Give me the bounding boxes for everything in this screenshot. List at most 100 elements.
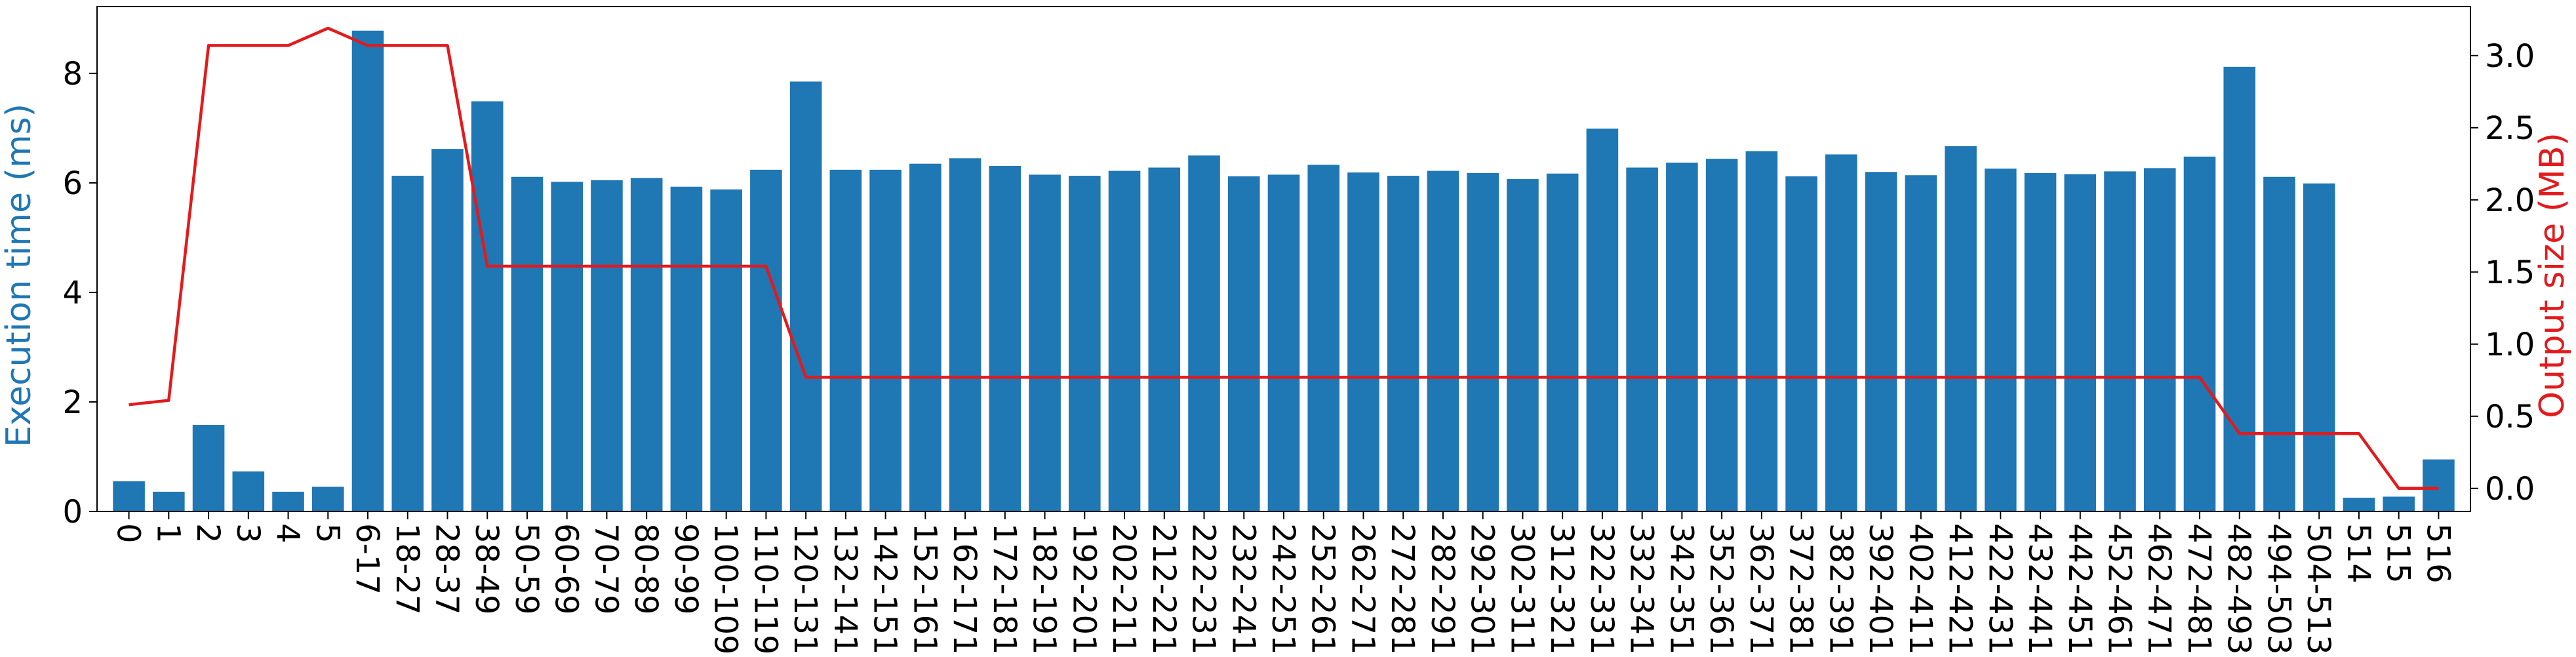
x-tick-label: 422-431 (1981, 523, 2018, 655)
bar-120-131 (789, 81, 822, 512)
x-tick-label: 182-191 (1026, 523, 1063, 655)
y2-tick-label: 0.5 (2485, 399, 2535, 435)
bar-182-191 (1029, 174, 1061, 511)
x-tick-label: 372-381 (1783, 523, 1819, 655)
y2-tick-label: 0.0 (2485, 471, 2535, 508)
x-tick-label: 28-37 (429, 523, 466, 614)
bar-4 (272, 491, 304, 511)
y2-tick-label: 2.0 (2485, 182, 2535, 219)
x-tick-label: 60-69 (548, 523, 585, 614)
bar-514 (2343, 498, 2375, 511)
x-tick-label: 504-513 (2300, 523, 2337, 655)
x-tick-label: 4 (269, 523, 306, 544)
bar-352-361 (1705, 159, 1738, 512)
bar-202-211 (1108, 170, 1141, 511)
bar-222-231 (1188, 155, 1220, 512)
bar-152-161 (909, 163, 941, 511)
x-tick-label: 432-441 (2021, 523, 2058, 655)
x-tick-label: 514 (2340, 523, 2377, 584)
x-tick-label: 0 (110, 523, 147, 544)
bar-3 (232, 471, 265, 511)
x-tick-label: 462-471 (2141, 523, 2177, 655)
y-tick-label: 8 (62, 56, 83, 92)
bar-504-513 (2303, 183, 2335, 511)
y-axis-label: Execution time (ms) (0, 104, 39, 447)
y2-tick-label: 1.0 (2485, 327, 2535, 363)
bar-472-481 (2183, 156, 2216, 512)
bar-50-59 (511, 176, 544, 511)
x-tick-label: 342-351 (1663, 523, 1699, 655)
bar-232-241 (1227, 176, 1260, 511)
x-tick-label: 382-391 (1822, 523, 1859, 655)
bar-142-151 (869, 169, 902, 511)
bar-1 (153, 491, 185, 511)
bar-252-261 (1307, 165, 1340, 512)
x-tick-label: 2 (189, 523, 226, 544)
x-tick-label: 412-421 (1942, 523, 1979, 655)
output-size-line (129, 26, 2439, 490)
bar-332-341 (1626, 167, 1658, 512)
x-tick-label: 282-291 (1424, 523, 1461, 655)
bar-60-69 (551, 182, 584, 511)
bar-100-109 (710, 189, 742, 511)
y2-axis-label: Output size (MB) (2533, 132, 2572, 418)
x-tick-label: 202-211 (1105, 523, 1142, 655)
bar-302-311 (1507, 179, 1539, 511)
x-tick-label: 6-17 (349, 523, 386, 595)
bar-132-141 (829, 169, 862, 511)
x-tick-label: 402-411 (1902, 523, 1939, 655)
bar-90-99 (670, 186, 703, 511)
x-tick-label: 100-109 (707, 523, 744, 655)
bar-342-351 (1666, 163, 1698, 511)
y-tick-label: 6 (62, 165, 83, 202)
plot-frame (96, 6, 2471, 512)
bar-80-89 (630, 178, 663, 511)
x-tick-label: 472-481 (2181, 523, 2217, 655)
bar-322-331 (1586, 129, 1619, 511)
bar-292-301 (1467, 172, 1499, 511)
x-tick-label: 242-251 (1265, 523, 1301, 655)
x-tick-label: 302-311 (1503, 523, 1540, 655)
x-tick-label: 192-201 (1065, 523, 1102, 655)
x-tick-label: 38-49 (468, 523, 505, 614)
x-tick-label: 70-79 (587, 523, 624, 614)
x-tick-label: 212-221 (1145, 523, 1182, 655)
x-tick-label: 516 (2419, 523, 2456, 584)
x-tick-label: 142-151 (867, 523, 903, 655)
x-axis-ticks: 0 1 2 3 4 5 6-17 18-27 28-37 38-49 50-59 60-69 70-79… (110, 511, 2456, 655)
x-tick-label: 482-493 (2221, 523, 2257, 655)
bar-2 (192, 425, 225, 511)
bar-192-201 (1069, 176, 1101, 511)
x-tick-label: 494-503 (2261, 523, 2297, 655)
bar-272-281 (1387, 176, 1419, 511)
bar-392-401 (1865, 172, 1897, 511)
bar-282-291 (1427, 170, 1459, 511)
x-tick-label: 452-461 (2101, 523, 2138, 655)
x-tick-label: 50-59 (508, 523, 545, 614)
x-tick-label: 362-371 (1743, 523, 1779, 655)
x-tick-label: 252-261 (1305, 523, 1341, 655)
x-tick-label: 312-321 (1543, 523, 1580, 655)
y2-tick-label: 2.5 (2485, 110, 2535, 147)
y-tick-label: 4 (62, 275, 83, 311)
bar-262-271 (1347, 172, 1379, 511)
x-tick-label: 152-161 (906, 523, 943, 655)
y2-axis-ticks: 0.0 0.5 1.0 1.5 2.0 2.5 3.0 (2470, 38, 2535, 508)
bar-442-451 (2064, 174, 2097, 512)
bar-452-461 (2104, 171, 2136, 511)
x-tick-label: 352-361 (1703, 523, 1739, 655)
x-tick-label: 132-141 (827, 523, 863, 655)
x-tick-label: 18-27 (389, 523, 426, 614)
y-tick-label: 2 (62, 384, 83, 421)
x-tick-label: 292-301 (1464, 523, 1501, 655)
bar-70-79 (591, 180, 623, 511)
bar-38-49 (471, 101, 504, 512)
bar-412-421 (1945, 146, 1977, 512)
x-tick-label: 5 (309, 523, 346, 544)
x-tick-label: 162-171 (946, 523, 983, 655)
bar-28-37 (431, 149, 464, 511)
bar-162-171 (949, 158, 981, 512)
x-tick-label: 515 (2380, 523, 2417, 584)
bar-0 (113, 481, 145, 511)
